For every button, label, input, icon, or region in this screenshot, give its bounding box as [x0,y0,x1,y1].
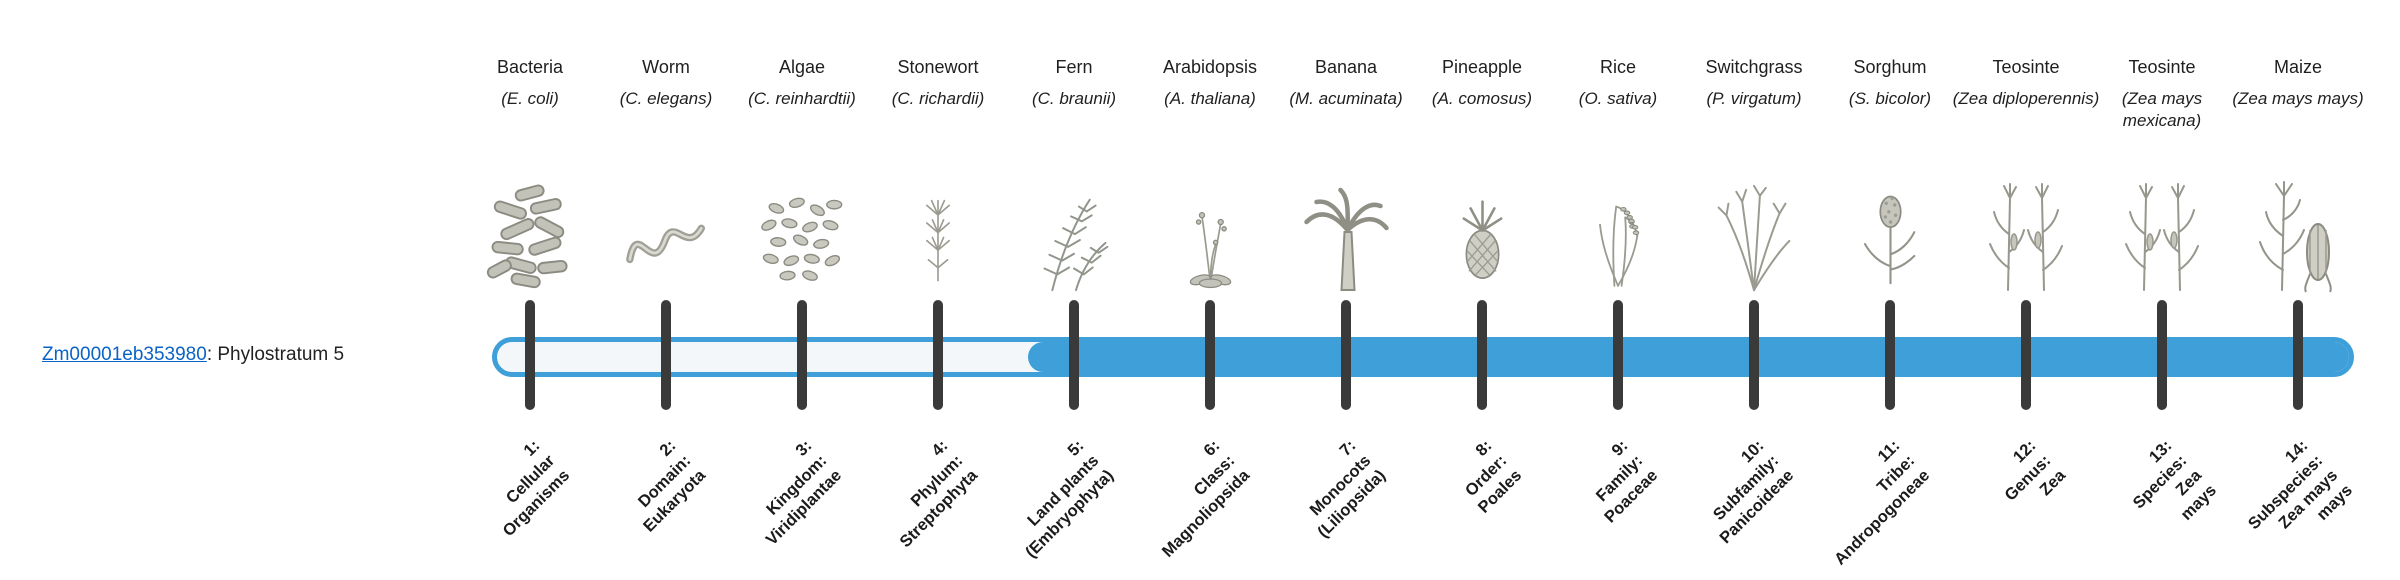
stratum-header: Bacteria (E. coli) [455,56,605,110]
stratum-header: Arabidopsis (A. thaliana) [1135,56,1285,110]
organism-scientific-name: (C. richardii) [891,89,985,109]
organism-common-name: Bacteria [496,57,564,77]
timeline-tick [525,300,535,410]
switchgrass-icon [1699,166,1809,298]
pineapple-icon [1427,166,1537,298]
organism-common-name: Teosinte [2128,57,2196,77]
timeline-tick [661,300,671,410]
timeline-tick [2021,300,2031,410]
bacteria-icon [475,166,585,298]
algae-icon [747,166,857,298]
organism-scientific-name: (C. elegans) [619,89,713,109]
timeline-tick [1749,300,1759,410]
organism-scientific-name: (Zea diploperennis) [1952,89,2100,109]
organism-scientific-name: (P. virgatum) [1706,89,1802,109]
gene-link[interactable]: Zm00001eb353980 [42,344,207,365]
organism-common-name: Rice [1599,57,1636,77]
organism-scientific-name: (C. reinhardtii) [748,89,856,109]
banana-icon [1291,166,1401,298]
timeline-tick [1613,300,1623,410]
organism-scientific-name: (Zea mays mays) [2232,89,2364,109]
timeline-tick [2293,300,2303,410]
organism-common-name: Banana [1314,57,1378,77]
organism-common-name: Fern [1055,57,1093,77]
stratum-header: Maize (Zea mays mays) [2223,56,2373,110]
organism-common-name: Teosinte [1992,57,2060,77]
stratum-header: Pineapple (A. comosus) [1407,56,1557,110]
organism-scientific-name: (C. braunii) [1031,89,1117,109]
timeline-bar [492,337,2354,377]
organism-common-name: Arabidopsis [1162,57,1258,77]
organism-common-name: Worm [642,57,690,77]
stratum-header: Worm (C. elegans) [591,56,741,110]
timeline-tick [1069,300,1079,410]
fern-icon [1019,166,1129,298]
stratum-header: Fern (C. braunii) [999,56,1149,110]
timeline-tick [1205,300,1215,410]
organism-scientific-name: (A. thaliana) [1164,89,1256,109]
stratum-header: Rice (O. sativa) [1543,56,1693,110]
gene-label: Zm00001eb353980: Phylostratum 5 [42,344,344,366]
sorghum-icon [1835,166,1945,298]
organism-common-name: Sorghum [1853,57,1927,77]
teosinte-icon [1971,166,2081,298]
teosinte-icon [2107,166,2217,298]
stratum-header: Teosinte (Zea diploperennis) [1951,56,2101,110]
stratum-header: Stonewort (C. richardii) [863,56,1013,110]
organism-common-name: Maize [2273,57,2322,77]
rice-icon [1563,166,1673,298]
organism-common-name: Pineapple [1441,57,1523,77]
timeline-tick [933,300,943,410]
organism-common-name: Stonewort [897,57,979,77]
timeline-tick [1885,300,1895,410]
organism-scientific-name: (A. comosus) [1431,89,1533,109]
arabidopsis-icon [1155,166,1265,298]
stonewort-icon [883,166,993,298]
timeline-bar-filled [1028,342,2349,372]
stratum-header: Banana (M. acuminata) [1271,56,1421,110]
organism-scientific-name: (O. sativa) [1578,89,1658,109]
maize-icon [2243,166,2353,298]
organism-scientific-name: (Zea mays mexicana) [2121,89,2203,131]
stratum-header: Switchgrass (P. virgatum) [1679,56,1829,110]
timeline-tick [1341,300,1351,410]
organism-scientific-name: (S. bicolor) [1848,89,1932,109]
organism-common-name: Algae [778,57,826,77]
timeline-tick [1477,300,1487,410]
timeline-tick [2157,300,2167,410]
stratum-header: Sorghum (S. bicolor) [1815,56,1965,110]
worm-icon [611,166,721,298]
stratum-header: Teosinte (Zea mays mexicana) [2087,56,2237,133]
organism-scientific-name: (M. acuminata) [1289,89,1403,109]
organism-common-name: Switchgrass [1705,57,1803,77]
timeline-tick [797,300,807,410]
stratum-header: Algae (C. reinhardtii) [727,56,877,110]
organism-scientific-name: (E. coli) [501,89,559,109]
gene-phylostratum-text: : Phylostratum 5 [206,344,345,365]
